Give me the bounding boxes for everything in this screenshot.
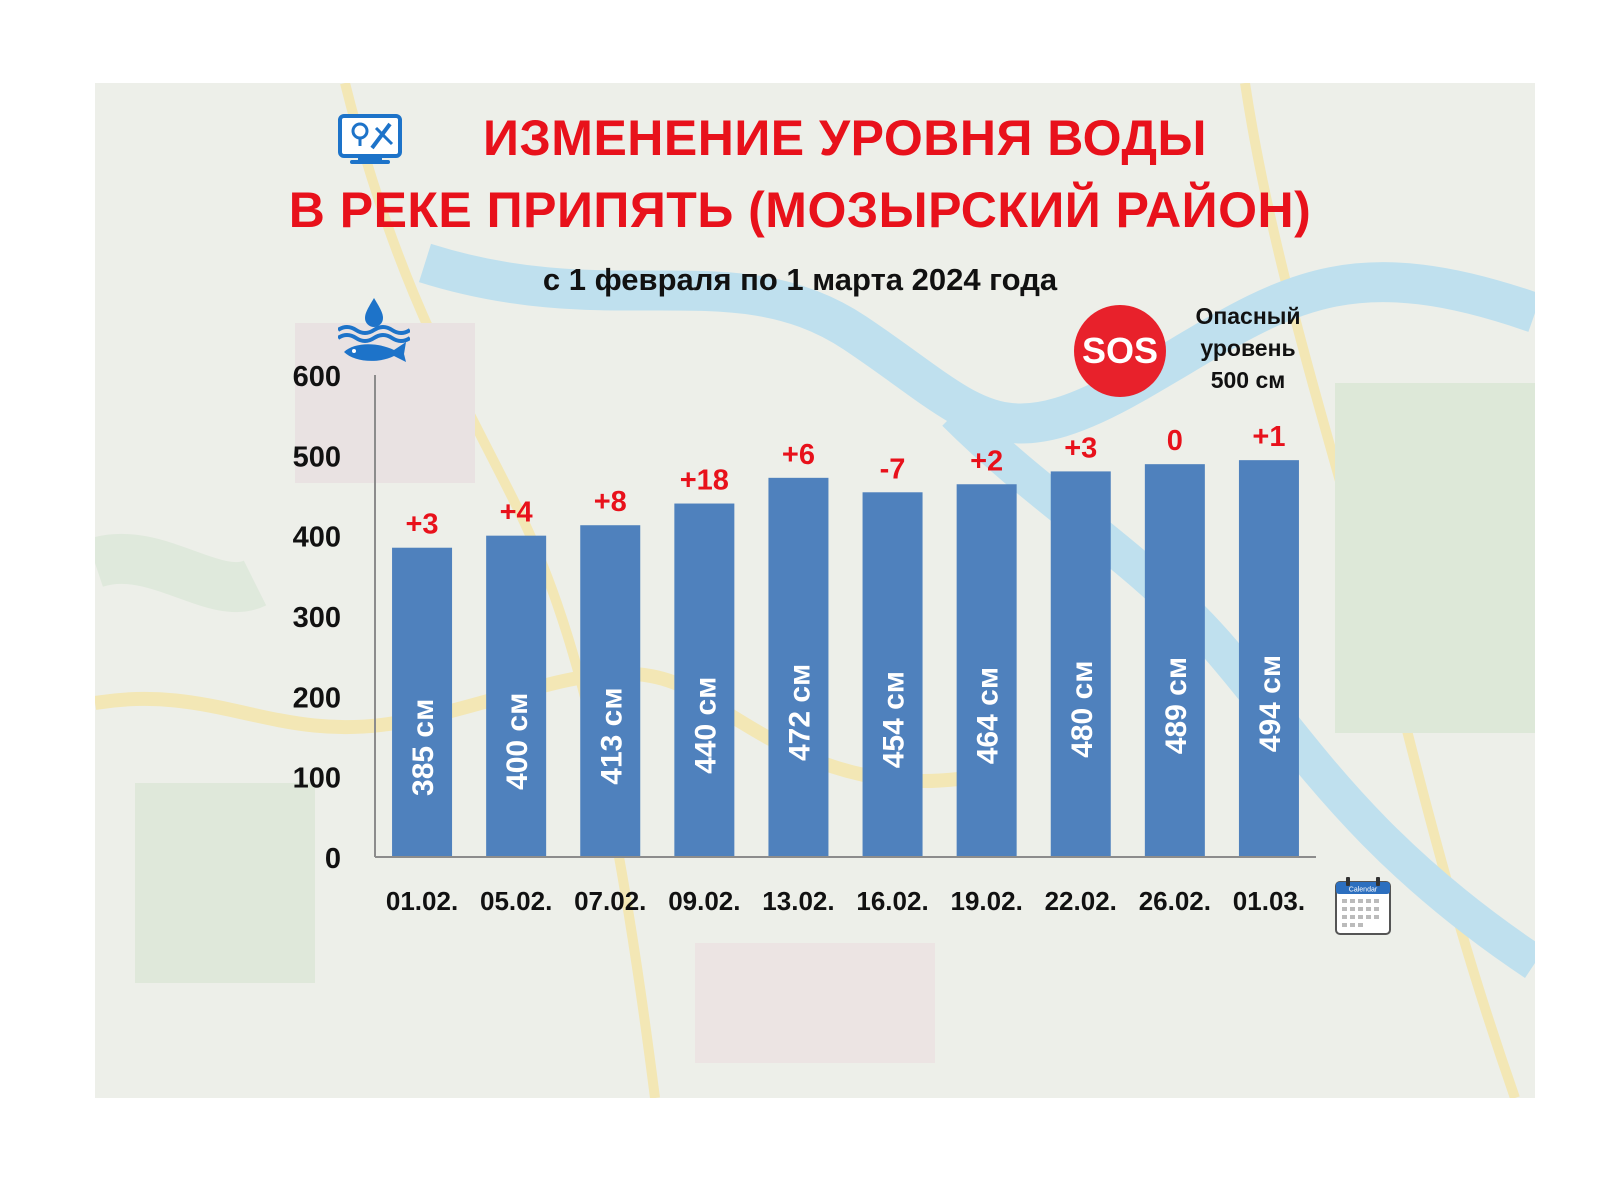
bar-5 [768,477,829,857]
y-tick-label-100: 100 [293,763,341,795]
calendar-icon: Calendar [1335,877,1391,935]
bar-7 [956,484,1017,857]
title-line-2: В РЕКЕ ПРИПЯТЬ (МОЗЫРСКИЙ РАЙОН) [288,182,1312,238]
change-label-3: +8 [594,486,627,518]
bar-value-label-2: 400 см [501,693,534,790]
y-tick-label-300: 300 [293,602,341,634]
y-tick-label-200: 200 [293,682,341,714]
bar-9 [1144,464,1205,857]
bar-2 [486,535,547,857]
map-app-icon [338,114,402,164]
change-label-4: +18 [680,465,729,497]
change-label-9: 0 [1167,425,1183,457]
bar-value-label-4: 440 см [689,677,722,774]
sos-badge-text: SOS [1082,330,1158,371]
bar-1 [392,547,453,857]
x-tick-label-10: 01.03. [1233,886,1305,916]
x-tick-label-7: 19.02. [951,886,1023,916]
bar-value-label-3: 413 см [595,687,628,784]
bar-4 [674,503,735,857]
bar-value-label-9: 489 см [1160,657,1193,754]
x-tick-label-1: 01.02. [386,886,458,916]
bar-value-label-6: 454 см [878,671,911,768]
change-label-1: +3 [406,509,439,541]
bar-value-label-10: 494 см [1254,655,1287,752]
y-tick-label-0: 0 [325,843,341,875]
change-label-5: +6 [782,439,815,471]
calendar-icon-label: Calendar [1349,887,1378,894]
danger-note-line-1: Опасный [1195,303,1301,329]
x-tick-label-4: 09.02. [668,886,740,916]
bar-value-label-7: 464 см [972,667,1005,764]
change-label-10: +1 [1252,421,1285,453]
x-tick-label-2: 05.02. [480,886,552,916]
bar-3 [580,525,641,857]
danger-level-note: Опасный уровень 500 см [1168,300,1328,396]
change-label-6: -7 [880,453,906,485]
axes-layer [374,375,1316,858]
bar-6 [862,492,923,857]
sos-icon: SOS [1074,305,1166,397]
change-label-8: +3 [1064,432,1097,464]
x-tick-label-3: 07.02. [574,886,646,916]
y-tick-label-600: 600 [293,361,341,393]
bar-10 [1238,460,1299,857]
y-tick-label-500: 500 [293,441,341,473]
labels-layer: 0 100 200 300 400 500 600 385 см +3 01.02. 400 см +… [293,361,1305,916]
y-tick-label-400: 400 [293,522,341,554]
change-label-7: +2 [970,445,1003,477]
bars-layer [392,460,1299,857]
bar-value-label-1: 385 см [407,699,440,796]
bar-value-label-8: 480 см [1066,661,1099,758]
title-line-1: ИЗМЕНЕНИЕ УРОВНЯ ВОДЫ [483,110,1207,166]
x-tick-label-9: 26.02. [1139,886,1211,916]
subtitle: с 1 февраля по 1 марта 2024 года [542,262,1058,297]
danger-note-line-2: уровень [1200,335,1296,361]
bar-value-label-5: 472 см [783,664,816,761]
x-tick-label-6: 16.02. [856,886,928,916]
danger-note-line-3: 500 см [1210,367,1286,393]
bar-8 [1050,471,1111,857]
x-tick-label-5: 13.02. [762,886,834,916]
water-fish-icon [338,298,410,362]
change-label-2: +4 [500,497,533,529]
x-tick-label-8: 22.02. [1045,886,1117,916]
